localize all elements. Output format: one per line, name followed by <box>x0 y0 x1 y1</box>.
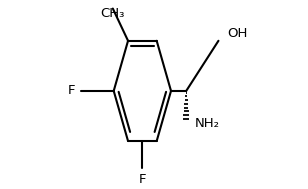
Text: F: F <box>139 173 146 186</box>
Text: F: F <box>68 84 75 97</box>
Text: NH₂: NH₂ <box>195 117 220 130</box>
Text: OH: OH <box>227 27 248 40</box>
Text: CH₃: CH₃ <box>101 7 125 20</box>
